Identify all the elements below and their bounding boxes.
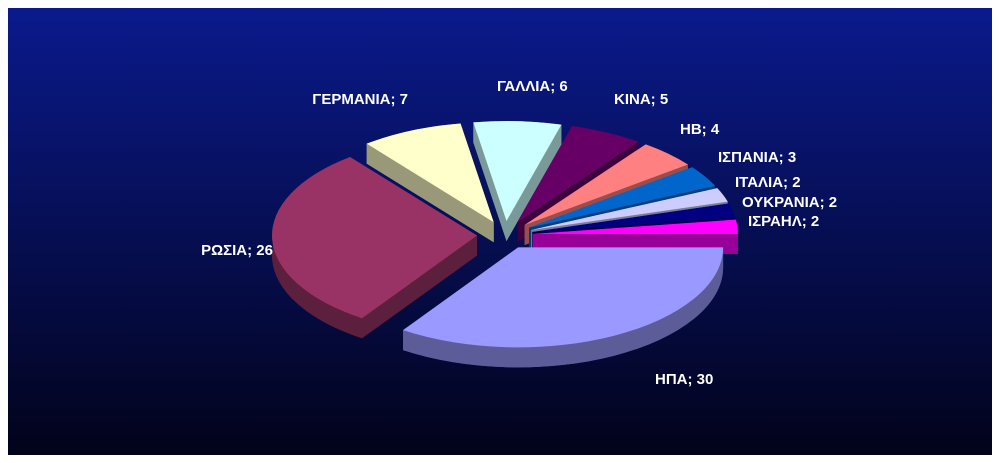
slice — [517, 126, 639, 223]
slice-wall — [361, 235, 478, 339]
slice-wall — [366, 143, 494, 243]
slice — [532, 203, 736, 232]
slice — [528, 167, 716, 228]
data-label: ΙΣΠΑΝΙΑ; 3 — [718, 149, 796, 166]
data-label: ΙΤΑΛΙΑ; 2 — [735, 174, 801, 191]
slice-wall — [506, 124, 562, 242]
slice — [403, 247, 724, 348]
data-label: ΗΒ; 4 — [680, 121, 720, 138]
data-label: ΙΣΡΑΗΛ; 2 — [748, 213, 819, 230]
slice — [272, 157, 478, 319]
data-label: ΓΕΡΜΑΝΙΑ; 7 — [312, 91, 408, 108]
data-label: ΡΩΣΙΑ; 26 — [201, 242, 273, 259]
data-label: ΓΑΛΛΙΑ; 6 — [497, 78, 568, 95]
slice-wall — [473, 122, 507, 242]
data-label: ΚΙΝΑ; 5 — [614, 91, 668, 108]
slice — [531, 188, 728, 231]
slice — [366, 123, 494, 223]
slice — [524, 144, 688, 226]
slice — [473, 121, 562, 222]
data-label: ΟΥΚΡΑΝΙΑ; 2 — [742, 194, 837, 211]
slice — [532, 219, 738, 234]
data-label: ΗΠΑ; 30 — [655, 371, 713, 388]
plot-background — [8, 8, 992, 455]
slice-side — [403, 247, 724, 368]
